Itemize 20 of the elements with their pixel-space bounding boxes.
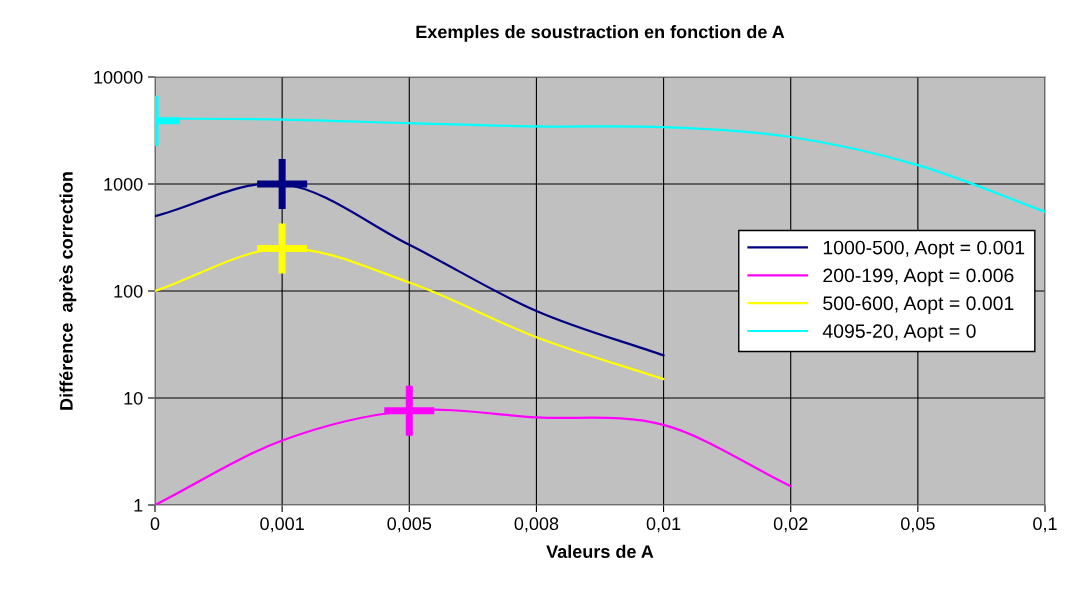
chart-title: Exemples de soustraction en fonction de A <box>416 25 785 42</box>
legend-label: 500-600, Aopt = 0.001 <box>823 296 1014 314</box>
x-tick-label: 0,001 <box>260 517 304 533</box>
legend-label: 4095-20, Aopt = 0 <box>822 324 976 342</box>
legend-label: 200-199, Aopt = 0.006 <box>823 268 1014 287</box>
x-tick-label: 0,02 <box>773 517 808 533</box>
legend-label: 1000-500, Aopt = 0.001 <box>823 240 1025 259</box>
x-tick-label: 0,01 <box>646 517 681 533</box>
x-axis-title: Valeurs de A <box>546 544 654 559</box>
y-tick-label: 1000 <box>104 177 143 191</box>
x-tick-label: 0,005 <box>387 517 432 533</box>
x-tick-label: 0,008 <box>514 517 559 533</box>
y-axis-title: Différence après correction <box>59 172 77 410</box>
x-tick-label: 0,05 <box>900 517 935 533</box>
y-tick-label: 10 <box>124 391 143 405</box>
y-tick-label: 100 <box>114 284 143 298</box>
x-tick-label: 0,1 <box>1033 517 1057 533</box>
x-tick-label: 0 <box>150 517 160 531</box>
y-tick-label: 1 <box>134 499 143 512</box>
y-tick-label: 10000 <box>94 70 143 84</box>
